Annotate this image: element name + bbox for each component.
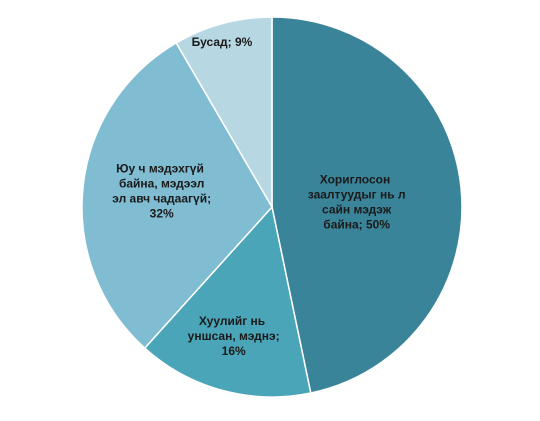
- pie-slice: [143, 205, 312, 398]
- label-line: эл авч чадаагүй;: [109, 192, 211, 206]
- label-line: Бусад; 9%: [192, 35, 253, 49]
- pie-slice: [81, 41, 273, 350]
- pie-slice: [271, 16, 463, 394]
- pie-slice: [175, 16, 273, 210]
- label-line: 16%: [218, 344, 246, 358]
- data-label: Хуулийг нь уншсан, мэднэ; 16%: [184, 314, 279, 358]
- label-line: байна; 50%: [320, 218, 390, 232]
- data-label: Бусад; 9%: [192, 35, 253, 49]
- data-label: Хориглосон заалтуудыг нь л сайн мэдэж ба…: [304, 173, 405, 232]
- data-label: Юу ч мэдэхгүй байна, мэдээл эл авч чадаа…: [109, 162, 211, 221]
- label-line: Хуулийг нь: [199, 314, 265, 328]
- label-line: Юу ч мэдэхгүй: [116, 162, 204, 176]
- label-line: Хориглосон: [320, 173, 390, 187]
- label-line: байна, мэдээл: [116, 177, 205, 191]
- label-line: уншсан, мэднэ;: [184, 329, 279, 343]
- label-line: заалтуудыг нь л: [304, 188, 405, 202]
- label-line: сайн мэдэж: [319, 203, 392, 217]
- label-line: 32%: [146, 207, 174, 221]
